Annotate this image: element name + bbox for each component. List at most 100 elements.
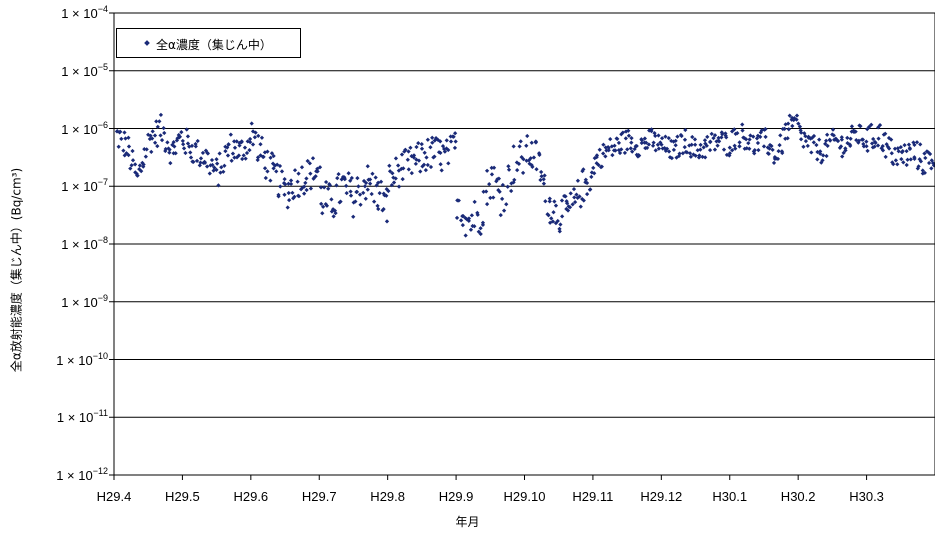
data-point <box>413 161 418 166</box>
data-point <box>732 143 737 148</box>
data-point <box>871 136 876 142</box>
data-point <box>675 134 680 139</box>
data-point <box>659 136 665 141</box>
data-point <box>248 139 253 145</box>
data-point <box>709 131 714 136</box>
data-point <box>747 146 752 151</box>
data-point <box>355 175 360 181</box>
data-point <box>892 146 898 151</box>
data-point <box>274 169 279 174</box>
data-point <box>696 155 702 160</box>
data-point <box>311 176 316 181</box>
data-point <box>181 142 186 147</box>
data-point <box>377 191 382 196</box>
data-point <box>543 199 548 204</box>
data-point <box>689 142 694 147</box>
x-tick-label: H29.5 <box>165 489 200 504</box>
data-point <box>338 199 343 204</box>
data-point <box>766 151 771 156</box>
y-tick-exponent: −7 <box>97 177 108 188</box>
data-point <box>416 141 421 146</box>
data-point <box>730 148 735 153</box>
data-point <box>439 168 444 173</box>
data-point <box>572 195 577 200</box>
data-point <box>119 136 124 142</box>
data-point <box>234 139 239 144</box>
data-point <box>555 218 560 224</box>
x-tick-label: H29.4 <box>96 489 132 504</box>
data-point <box>425 162 430 168</box>
data-point <box>820 153 826 158</box>
data-point <box>491 195 496 200</box>
data-point <box>181 146 187 151</box>
data-point <box>349 175 354 181</box>
data-point <box>912 142 917 148</box>
data-point <box>886 146 892 151</box>
data-point <box>581 167 586 172</box>
data-point <box>326 186 331 191</box>
data-point <box>838 144 844 149</box>
data-point <box>880 143 885 149</box>
data-point <box>779 149 785 154</box>
data-point <box>828 138 833 143</box>
data-point <box>904 162 909 168</box>
data-point <box>191 159 196 164</box>
data-point <box>296 194 302 199</box>
data-point <box>763 134 768 140</box>
data-point <box>724 135 729 140</box>
data-point <box>416 158 422 163</box>
data-point <box>334 183 339 188</box>
data-point <box>761 144 767 149</box>
data-point <box>236 153 241 158</box>
legend-marker-icon <box>144 40 150 46</box>
x-tick-label: H30.2 <box>780 489 816 504</box>
data-point <box>458 218 464 223</box>
data-point <box>541 181 547 186</box>
data-point <box>468 227 474 232</box>
data-point <box>368 181 373 186</box>
data-point <box>172 144 177 149</box>
data-point <box>478 231 483 237</box>
data-point <box>771 160 777 165</box>
data-point <box>173 151 178 156</box>
data-point <box>901 160 906 165</box>
data-point <box>241 153 246 158</box>
data-point <box>644 140 649 145</box>
data-point <box>290 190 295 195</box>
legend-label: 全α濃度（集じん中） <box>156 38 272 52</box>
data-point <box>634 143 639 149</box>
data-point <box>194 158 200 164</box>
data-point <box>656 133 661 138</box>
data-point <box>442 149 448 154</box>
data-point <box>167 147 172 152</box>
data-point <box>354 189 359 195</box>
data-point <box>195 138 200 144</box>
data-point <box>390 171 395 176</box>
data-point <box>639 138 645 143</box>
data-point <box>456 198 461 203</box>
y-tick-exponent: −8 <box>97 235 108 245</box>
data-point <box>880 148 886 153</box>
data-point <box>539 169 544 175</box>
data-point <box>680 151 686 156</box>
data-point <box>348 193 354 198</box>
data-point <box>405 157 410 162</box>
data-point <box>466 216 472 221</box>
y-tick-label: 1 × 10−7 <box>0 177 108 194</box>
data-point <box>381 207 386 212</box>
data-point <box>581 198 586 203</box>
data-point <box>703 155 708 160</box>
y-axis-title: 全α放射能濃度（集じん中）(Bq/cm³) <box>9 167 24 373</box>
data-point <box>864 139 869 144</box>
data-point <box>501 208 507 213</box>
data-point <box>524 143 529 148</box>
data-point <box>130 158 136 163</box>
data-point <box>584 180 590 186</box>
data-point <box>288 178 294 183</box>
data-point <box>305 158 310 164</box>
y-tick-label: 1 × 10−4 <box>0 4 108 21</box>
data-point <box>411 155 416 160</box>
data-point <box>549 216 554 221</box>
data-point <box>222 163 227 168</box>
data-point <box>387 163 392 168</box>
